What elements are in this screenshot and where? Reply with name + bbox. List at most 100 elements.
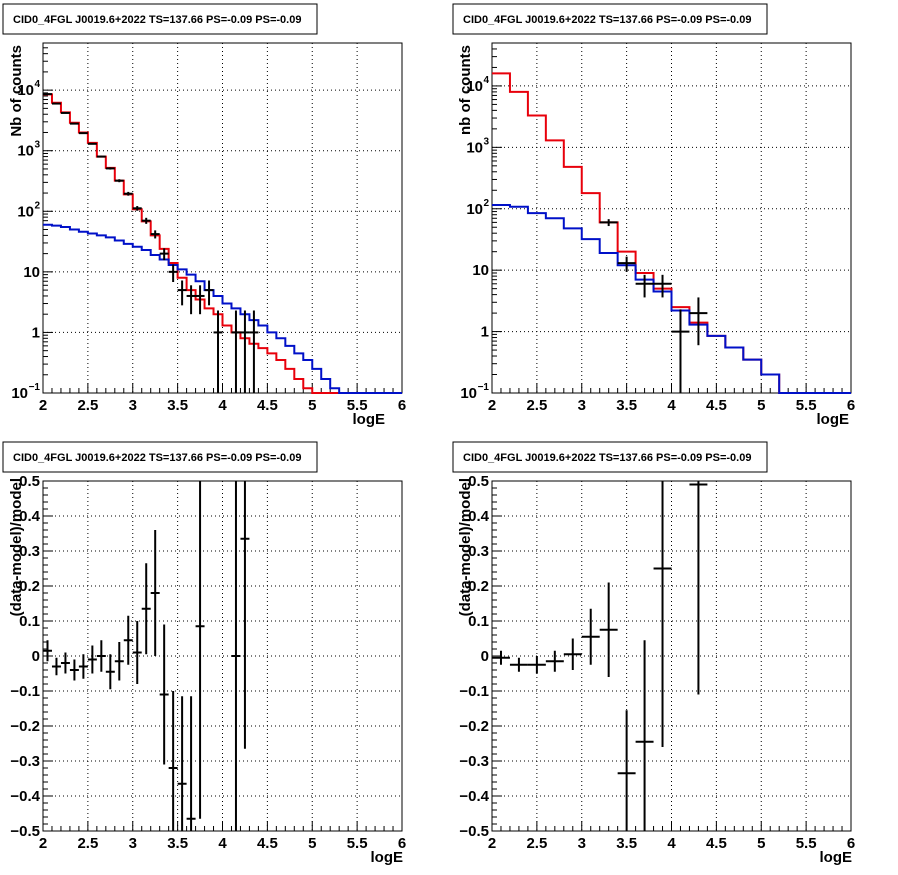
data-point xyxy=(168,691,178,831)
title-box xyxy=(2,441,318,473)
x-axis-label: logE xyxy=(353,411,386,428)
chart-title: CID0_4FGL J0019.6+2022 TS=137.66 PS=-0.0… xyxy=(463,14,751,26)
y-tick-label: 10 xyxy=(466,78,483,95)
title-box xyxy=(2,3,318,35)
x-tick-label: 4.5 xyxy=(257,397,278,414)
data-point xyxy=(159,248,169,261)
x-tick-label: 3.5 xyxy=(616,397,637,414)
data-point xyxy=(492,650,510,665)
y-tick-label: 0.1 xyxy=(468,613,489,630)
y-tick-label: 1 xyxy=(32,324,40,341)
title-box xyxy=(452,3,768,35)
data-point xyxy=(96,155,106,158)
data-point xyxy=(689,297,708,346)
data-point xyxy=(51,657,61,676)
data-point xyxy=(123,615,133,665)
x-tick-label: 3 xyxy=(578,397,586,414)
x-tick-label: 6 xyxy=(847,835,855,852)
y-tick-label: 0.5 xyxy=(19,473,40,490)
y-axis-label: (data-model)/model xyxy=(8,478,25,616)
plot-frame xyxy=(42,42,403,394)
data-point xyxy=(168,264,178,282)
y-tick-label: 10 xyxy=(17,143,34,160)
y-tick-label: 0.5 xyxy=(468,473,489,490)
data-point xyxy=(527,656,546,674)
y-tick-exponent: 2 xyxy=(34,200,40,211)
data-point xyxy=(599,219,618,227)
x-tick-label: 4 xyxy=(667,397,676,414)
data-point xyxy=(87,645,97,674)
residual-panel-left: CID0_4FGL J0019.6+2022 TS=137.66 PS=-0.0… xyxy=(2,441,406,866)
x-tick-label: 4 xyxy=(218,397,227,414)
y-tick-exponent: 2 xyxy=(483,198,489,209)
data-point xyxy=(69,659,79,681)
data-point xyxy=(240,310,250,393)
data-point xyxy=(177,280,187,306)
x-tick-label: 2.5 xyxy=(526,835,547,852)
x-tick-label: 2 xyxy=(488,397,496,414)
x-tick-label: 5.5 xyxy=(347,397,368,414)
y-tick-label: −0.4 xyxy=(459,788,489,805)
data-point xyxy=(114,642,124,681)
y-tick-exponent: 4 xyxy=(34,79,40,90)
data-point xyxy=(195,285,205,315)
data-point xyxy=(87,142,97,145)
data-point xyxy=(671,309,690,393)
data-point xyxy=(186,696,196,831)
x-tick-label: 4.5 xyxy=(706,835,727,852)
y-tick-label: 0.4 xyxy=(468,508,490,525)
data-point xyxy=(78,132,88,135)
data-point xyxy=(123,191,133,196)
data-point xyxy=(43,93,52,96)
title-box xyxy=(452,441,768,473)
data-point xyxy=(249,310,259,393)
x-tick-label: 3.5 xyxy=(616,835,637,852)
x-tick-label: 4.5 xyxy=(706,397,727,414)
x-tick-label: 3.5 xyxy=(167,835,188,852)
y-tick-exponent: 4 xyxy=(483,75,489,86)
data-point xyxy=(689,481,708,695)
grid xyxy=(492,481,851,831)
data-point xyxy=(509,657,528,672)
data-point xyxy=(653,274,672,298)
data-point xyxy=(43,640,52,662)
y-tick-label: 0.2 xyxy=(19,578,40,595)
x-tick-label: 2.5 xyxy=(526,397,547,414)
plot-frame xyxy=(491,42,852,394)
data-point xyxy=(240,481,250,749)
data-point xyxy=(132,621,142,684)
y-tick-label: 10 xyxy=(17,203,34,220)
data-point xyxy=(78,654,88,679)
chart-title: CID0_4FGL J0019.6+2022 TS=137.66 PS=-0.0… xyxy=(13,14,301,26)
x-tick-label: 4 xyxy=(218,835,227,852)
data-point xyxy=(204,280,214,306)
y-tick-label: −0.5 xyxy=(10,823,40,840)
plot-frame xyxy=(42,480,403,832)
data-point xyxy=(150,530,160,656)
counts-panel-right: CID0_4FGL J0019.6+2022 TS=137.66 PS=-0.0… xyxy=(452,3,855,428)
y-tick-label: 10 xyxy=(460,385,477,402)
residual-panel-right: CID0_4FGL J0019.6+2022 TS=137.66 PS=-0.0… xyxy=(452,441,855,866)
data-point xyxy=(195,481,205,819)
y-tick-label: −0.4 xyxy=(10,788,40,805)
x-tick-label: 2 xyxy=(39,397,47,414)
y-tick-exponent: 3 xyxy=(34,140,40,151)
y-tick-label: −0.2 xyxy=(459,718,489,735)
x-tick-label: 4 xyxy=(667,835,676,852)
y-tick-label: 0 xyxy=(481,648,489,665)
chart-title: CID0_4FGL J0019.6+2022 TS=137.66 PS=-0.0… xyxy=(13,452,301,464)
y-tick-label: −0.2 xyxy=(10,718,40,735)
component-model-histogram xyxy=(492,204,851,394)
x-tick-label: 3 xyxy=(129,397,137,414)
data-point xyxy=(617,256,636,272)
y-tick-label: 10 xyxy=(11,385,28,402)
data-point xyxy=(653,481,672,747)
data-point xyxy=(105,654,115,690)
x-tick-label: 6 xyxy=(847,397,855,414)
data-point xyxy=(231,310,241,393)
x-tick-label: 2 xyxy=(488,835,496,852)
data-point xyxy=(51,102,61,105)
y-tick-label: −0.1 xyxy=(459,683,489,700)
y-tick-label: 0.1 xyxy=(19,613,40,630)
